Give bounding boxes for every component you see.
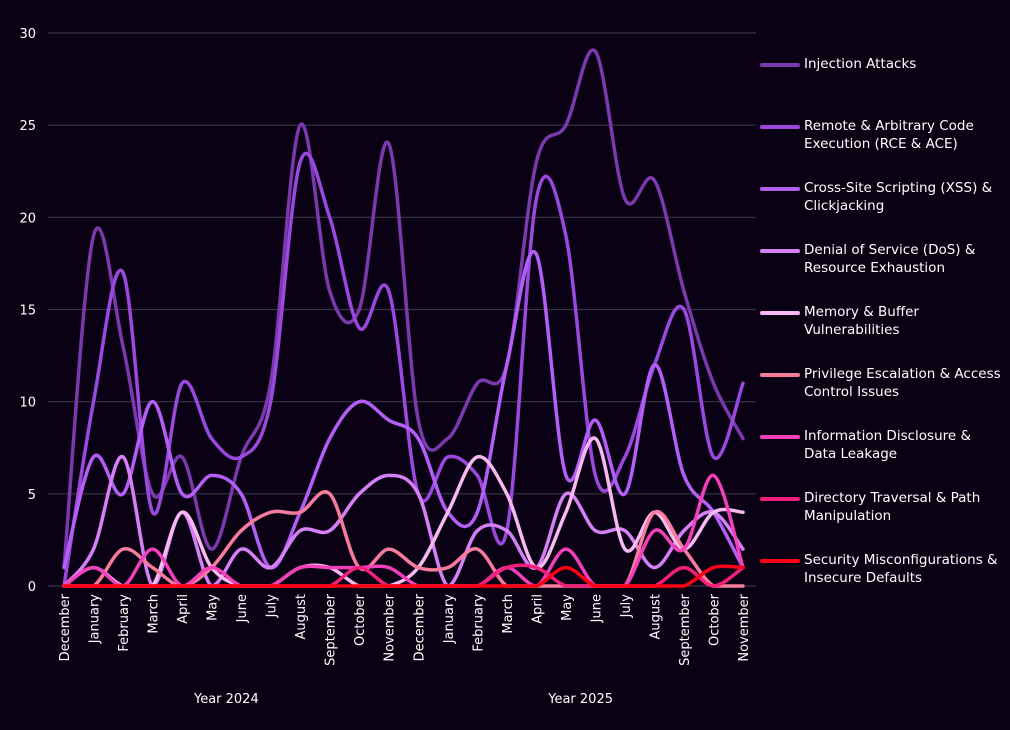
x-axis-group-labels: Year 2024 Year 2025 [193, 692, 613, 707]
x-tick-label: December [412, 593, 427, 661]
legend-swatch [760, 63, 800, 67]
gridlines [48, 32, 756, 587]
x-tick-label: November [383, 593, 398, 661]
x-tick-label: May [560, 594, 575, 621]
legend-item: Cross-Site Scripting (XSS) & Clickjackin… [760, 179, 1004, 215]
legend-item: Memory & Buffer Vulnerabilities [760, 303, 1004, 339]
y-axis-ticks: 0 5 10 15 20 25 30 [19, 27, 36, 595]
x-tick-label: May [206, 594, 221, 621]
legend-item: Information Disclosure & Data Leakage [760, 427, 1004, 463]
y-tick-label: 0 [28, 580, 36, 595]
series-line-6 [62, 490, 745, 588]
x-tick-label: December [58, 593, 73, 661]
y-tick-label: 10 [19, 396, 36, 411]
x-tick-label: July [265, 594, 280, 619]
x-group-label: Year 2025 [547, 692, 613, 707]
x-tick-label: February [117, 594, 132, 652]
y-tick-label: 15 [19, 304, 36, 319]
x-tick-label: September [324, 593, 339, 666]
x-tick-label: January [442, 594, 457, 645]
series-line-1 [62, 48, 745, 570]
x-tick-label: June [589, 594, 604, 623]
legend-swatch [760, 559, 800, 563]
legend-swatch [760, 497, 800, 501]
series-lines [62, 48, 745, 588]
legend-label: Memory & Buffer Vulnerabilities [804, 304, 919, 338]
legend-label: Cross-Site Scripting (XSS) & Clickjackin… [804, 180, 993, 214]
series-line-9 [62, 564, 745, 588]
x-tick-label: June [235, 594, 250, 623]
series-line-2 [62, 151, 745, 588]
x-tick-label: November [737, 593, 752, 661]
y-tick-label: 20 [19, 211, 36, 226]
x-group-label: Year 2024 [193, 692, 259, 707]
legend-label: Remote & Arbitrary Code Execution (RCE &… [804, 118, 974, 152]
legend-label: Directory Traversal & Path Manipulation [804, 490, 981, 524]
x-tick-label: August [648, 594, 663, 640]
x-tick-label: October [707, 593, 722, 646]
legend-swatch [760, 311, 800, 315]
x-tick-label: April [530, 594, 545, 624]
y-tick-label: 30 [19, 27, 36, 42]
legend-label: Injection Attacks [804, 56, 917, 72]
legend-item: Injection Attacks [760, 55, 1004, 73]
legend-swatch [760, 373, 800, 377]
legend-swatch [760, 187, 800, 191]
legend-label: Privilege Escalation & Access Control Is… [804, 366, 1001, 400]
legend-item: Denial of Service (DoS) & Resource Exhau… [760, 241, 1004, 277]
legend-swatch [760, 249, 800, 253]
legend-item: Privilege Escalation & Access Control Is… [760, 365, 1004, 401]
x-tick-label: April [176, 594, 191, 624]
x-tick-label: August [294, 594, 309, 640]
x-tick-label: January [88, 594, 103, 645]
legend-item: Directory Traversal & Path Manipulation [760, 489, 1004, 525]
y-tick-label: 25 [19, 119, 36, 134]
legend-label: Denial of Service (DoS) & Resource Exhau… [804, 242, 976, 276]
y-tick-label: 5 [28, 488, 36, 503]
x-tick-label: March [147, 594, 162, 634]
x-tick-label: September [678, 593, 693, 666]
legend-swatch [760, 435, 800, 439]
x-tick-label: October [353, 593, 368, 646]
x-tick-label: July [619, 594, 634, 619]
x-axis-ticks: December January February March April May June… [58, 593, 752, 666]
legend-swatch [760, 125, 800, 129]
x-tick-label: February [471, 594, 486, 652]
x-tick-label: March [501, 594, 516, 634]
series-line-5 [62, 436, 745, 588]
legend-item: Security Misconfigurations & Insecure De… [760, 551, 1004, 587]
legend-item: Remote & Arbitrary Code Execution (RCE &… [760, 117, 1004, 153]
series-line-3 [62, 249, 745, 570]
legend-label: Information Disclosure & Data Leakage [804, 428, 972, 462]
legend-label: Security Misconfigurations & Insecure De… [804, 552, 998, 586]
